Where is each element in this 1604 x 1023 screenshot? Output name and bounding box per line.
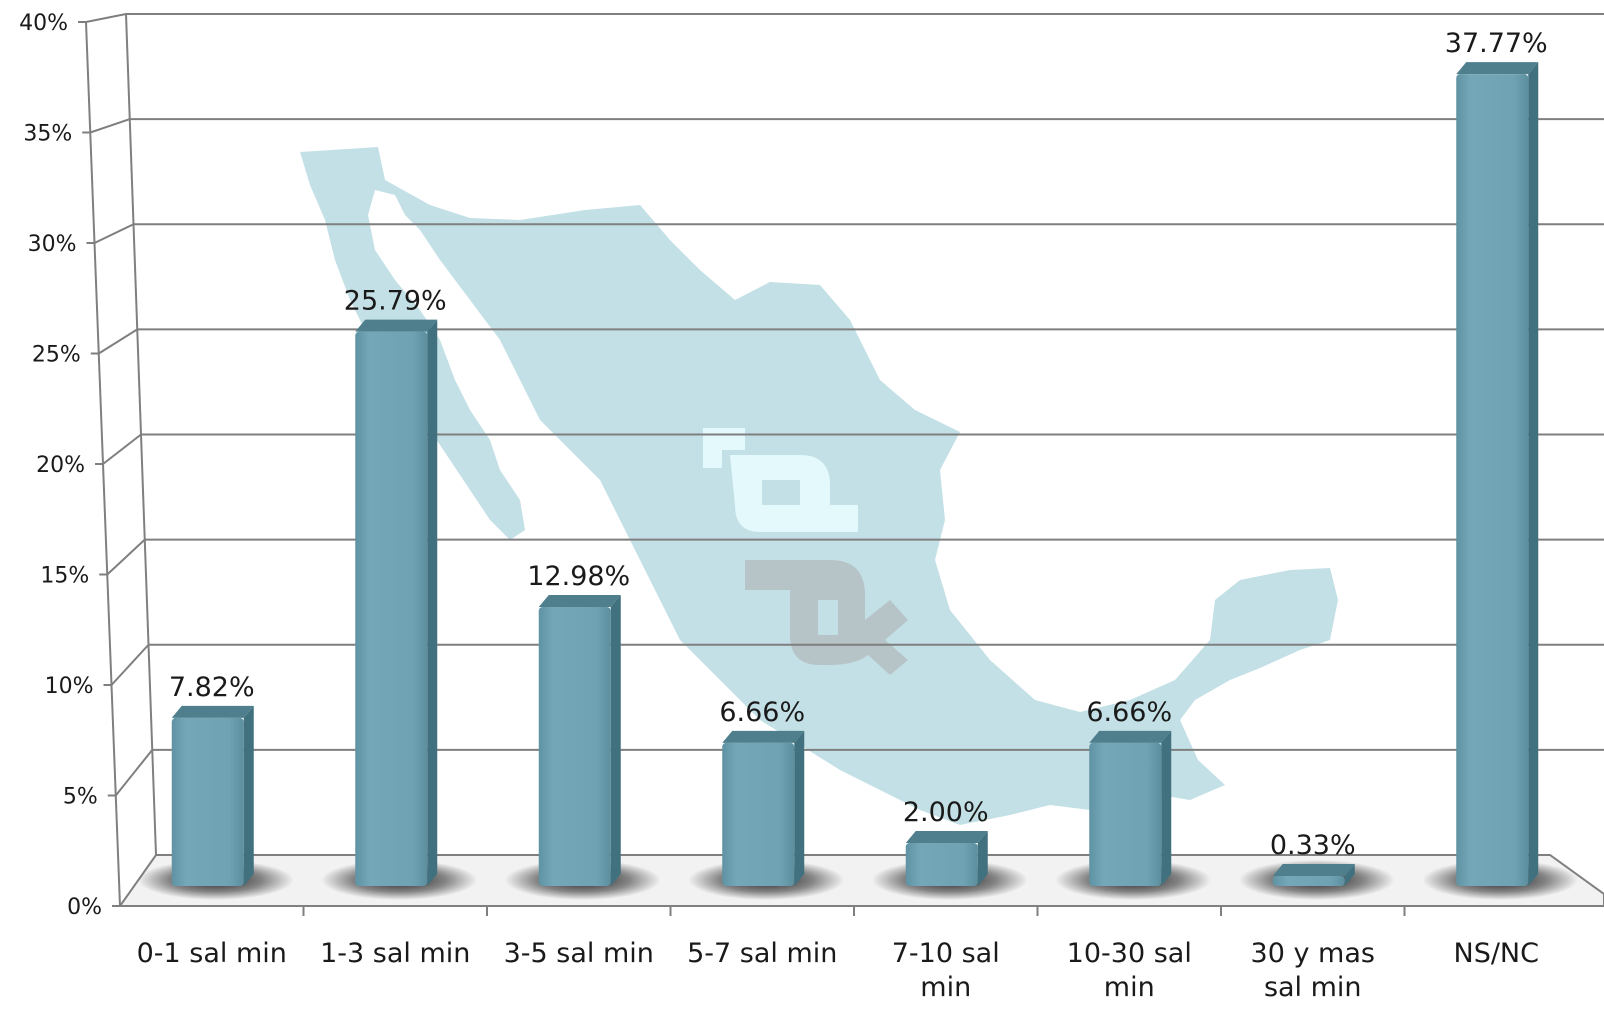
gridline-depth xyxy=(106,538,146,576)
logo-watermark-icon xyxy=(703,428,908,675)
y-tick-label: 25% xyxy=(32,343,81,368)
gridline-depth xyxy=(89,118,131,134)
bar-top xyxy=(722,730,805,743)
y-tick-label: 35% xyxy=(23,122,72,147)
y-tick-label: 5% xyxy=(63,785,98,810)
bars xyxy=(137,62,1579,900)
data-label: 37.77% xyxy=(1445,28,1548,59)
bar-side xyxy=(427,319,438,886)
bar-top xyxy=(538,594,621,607)
y-tick-label: 30% xyxy=(28,232,77,257)
y-tick-label: 10% xyxy=(45,674,94,699)
bar-front xyxy=(905,843,978,886)
bar-front xyxy=(171,717,244,886)
x-tick-label: NS/NC xyxy=(1454,938,1539,969)
data-labels: 7.82% 25.79% 12.98% 6.66% 2.00% 6.66% 0.33% 37.… xyxy=(169,28,1548,861)
bar-side xyxy=(1161,730,1172,886)
bar-front xyxy=(538,606,611,886)
bar-top xyxy=(171,705,254,718)
x-tick-label: 30 y mas sal min xyxy=(1251,938,1375,1003)
map-watermark xyxy=(300,147,1338,825)
y-tick-label: 15% xyxy=(40,564,89,589)
bar-front xyxy=(1089,742,1162,886)
x-tick-label: 7-10 sal min xyxy=(892,938,1000,1003)
bar xyxy=(171,705,254,886)
y-axis: 0% 5% 10% 15% 20% 25% 30% 35% 40% xyxy=(19,11,120,920)
x-tick-label: 0-1 sal min xyxy=(137,938,287,969)
gridline-depth xyxy=(94,223,134,244)
gridline-depth xyxy=(98,328,138,355)
x-tick-label: 1-3 sal min xyxy=(320,938,470,969)
x-tick-label: 3-5 sal min xyxy=(504,938,654,969)
x-tick-label: 10-30 sal min xyxy=(1067,938,1192,1003)
bar-top xyxy=(1089,730,1172,743)
data-label: 7.82% xyxy=(169,672,255,703)
bar-top xyxy=(1456,62,1539,75)
bar-top xyxy=(1272,864,1355,876)
bar-front xyxy=(1456,74,1529,886)
gridline-depth xyxy=(110,644,150,686)
bar-front xyxy=(355,331,428,886)
data-label: 2.00% xyxy=(903,797,989,828)
bar-side xyxy=(794,730,805,886)
bar-front xyxy=(1272,876,1345,886)
data-label: 0.33% xyxy=(1270,830,1356,861)
bar xyxy=(905,831,988,886)
bar-top xyxy=(355,319,438,332)
x-tick-label: 5-7 sal min xyxy=(687,938,837,969)
bar-side xyxy=(1528,62,1539,886)
bar-side xyxy=(610,594,621,886)
bar xyxy=(1089,730,1172,886)
bar xyxy=(1456,62,1539,886)
bar-side xyxy=(977,831,988,886)
bar-side xyxy=(243,705,254,886)
back-wall-edge xyxy=(125,13,157,856)
gridline-depth xyxy=(102,433,142,465)
bar xyxy=(722,730,805,886)
gridline-depth xyxy=(114,749,154,797)
bar-side xyxy=(1344,864,1355,886)
bar xyxy=(355,319,438,886)
bar xyxy=(1272,864,1355,886)
y-tick-label: 0% xyxy=(67,895,102,920)
data-label: 25.79% xyxy=(344,286,447,317)
y-tick-label: 40% xyxy=(19,11,68,36)
data-label: 6.66% xyxy=(1086,697,1172,728)
bar-top xyxy=(905,831,988,844)
gridline-depth xyxy=(85,13,127,23)
x-axis xyxy=(118,854,1604,916)
category-labels: 0-1 sal min 1-3 sal min 3-5 sal min 5-7 sal… xyxy=(137,938,1539,1003)
data-label: 6.66% xyxy=(719,697,805,728)
bar xyxy=(538,594,621,886)
data-label: 12.98% xyxy=(527,561,630,592)
y-tick-label: 20% xyxy=(36,453,85,478)
bar-front xyxy=(722,742,795,886)
